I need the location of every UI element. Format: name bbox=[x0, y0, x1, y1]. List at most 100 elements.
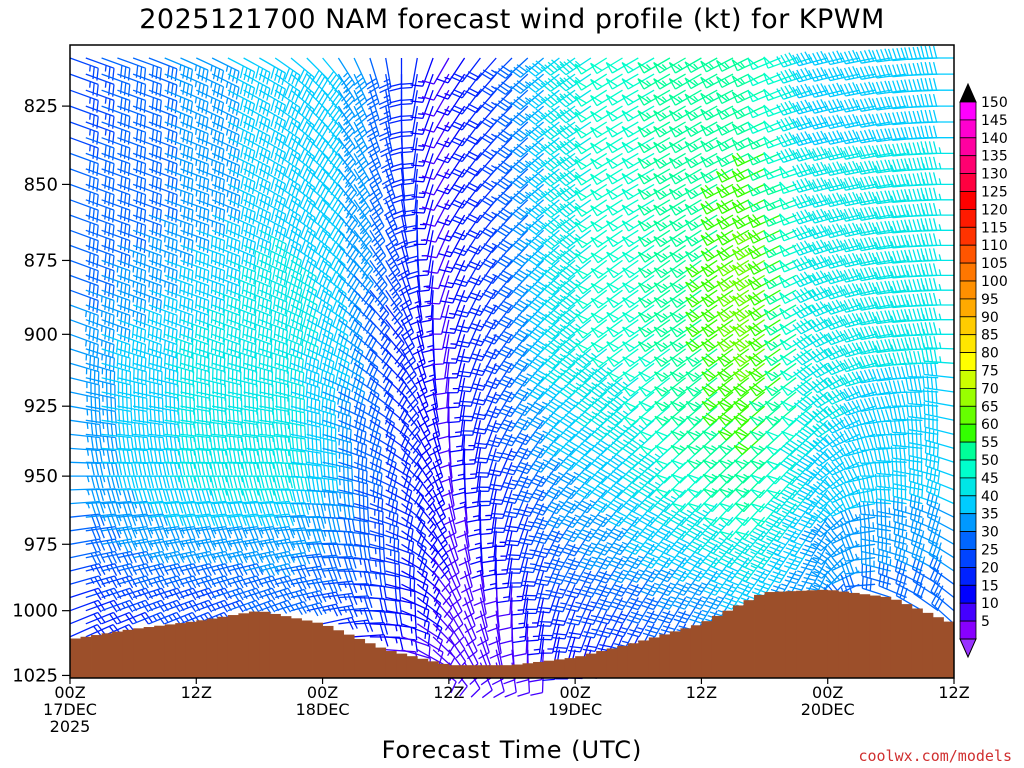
wind-barb bbox=[385, 348, 407, 382]
wind-barb bbox=[275, 405, 306, 426]
colorbar-label: 100 bbox=[981, 274, 1008, 290]
ground-bar bbox=[533, 661, 544, 678]
wind-barb bbox=[778, 259, 813, 273]
y-tick-label: 950 bbox=[24, 466, 58, 487]
colorbar-swatch bbox=[959, 226, 977, 246]
wind-barb bbox=[164, 525, 200, 540]
wind-barb bbox=[322, 616, 358, 630]
wind-barb bbox=[557, 304, 592, 325]
ground-bar bbox=[596, 651, 608, 678]
wind-barb bbox=[353, 259, 374, 294]
wind-barb bbox=[562, 530, 592, 557]
wind-barb bbox=[888, 338, 923, 352]
wind-barb bbox=[887, 250, 923, 264]
wind-barb bbox=[322, 244, 346, 277]
ground-bar bbox=[70, 638, 81, 678]
wind-barb bbox=[529, 448, 560, 473]
wind-barb bbox=[353, 319, 377, 352]
wind-barb bbox=[450, 89, 481, 115]
wind-barb bbox=[212, 475, 246, 489]
wind-barb bbox=[784, 557, 813, 585]
wind-barb bbox=[720, 583, 750, 610]
wind-barb bbox=[653, 362, 686, 382]
wind-barb bbox=[527, 348, 560, 371]
wind-barb bbox=[466, 229, 497, 255]
wind-barb bbox=[227, 475, 262, 489]
wind-barb bbox=[904, 234, 939, 248]
wind-barb bbox=[401, 447, 423, 481]
ground-bar bbox=[438, 663, 450, 678]
wind-barb bbox=[573, 405, 608, 428]
wind-barb bbox=[338, 543, 371, 560]
colorbar-swatch bbox=[959, 495, 977, 515]
wind-barb bbox=[500, 434, 529, 461]
wind-barb bbox=[427, 391, 440, 428]
wind-barb bbox=[700, 199, 734, 215]
wind-barb bbox=[552, 610, 576, 640]
wind-barb bbox=[164, 461, 198, 476]
wind-barb bbox=[164, 488, 199, 502]
wind-barb bbox=[856, 450, 891, 464]
wind-barb bbox=[510, 229, 545, 252]
wind-barb bbox=[211, 274, 241, 299]
wind-barb bbox=[579, 557, 608, 585]
wind-barb bbox=[778, 213, 813, 226]
wind-barb bbox=[180, 377, 211, 398]
wind-barb bbox=[353, 289, 376, 323]
wind-barb bbox=[69, 319, 99, 343]
wind-barb bbox=[498, 362, 529, 388]
wind-barb bbox=[779, 274, 813, 289]
wind-barb bbox=[855, 411, 891, 426]
wind-barb bbox=[497, 584, 513, 618]
wind-barb bbox=[69, 488, 105, 502]
wind-barb bbox=[926, 504, 955, 532]
wind-barb bbox=[290, 447, 323, 466]
wind-barb bbox=[243, 348, 273, 371]
wind-barb bbox=[426, 260, 450, 290]
wind-barb bbox=[685, 377, 718, 397]
wind-barb bbox=[809, 489, 844, 510]
ground-bar bbox=[459, 665, 471, 678]
wind-barb bbox=[148, 419, 181, 437]
wind-barb bbox=[132, 563, 169, 578]
wind-barb bbox=[684, 89, 718, 106]
wind-barb bbox=[290, 590, 327, 604]
wind-barb bbox=[117, 152, 147, 176]
wind-barb bbox=[227, 152, 256, 179]
wind-barb bbox=[621, 475, 655, 498]
ground-bar bbox=[564, 658, 576, 678]
wind-barb bbox=[369, 405, 396, 436]
wind-barb bbox=[517, 489, 545, 518]
wind-barb bbox=[369, 516, 399, 540]
wind-barb bbox=[621, 73, 655, 90]
wind-barb bbox=[117, 333, 147, 357]
wind-barb bbox=[840, 548, 876, 562]
wind-barb bbox=[306, 433, 337, 454]
wind-barb bbox=[904, 308, 939, 322]
wind-barb bbox=[101, 259, 131, 284]
wind-barb bbox=[702, 543, 734, 568]
wind-barb bbox=[501, 448, 529, 476]
wind-barb bbox=[211, 304, 241, 328]
wind-barb bbox=[306, 419, 337, 441]
wind-barb bbox=[322, 433, 353, 456]
colorbar-label: 35 bbox=[981, 507, 999, 523]
colorbar-swatch bbox=[959, 441, 977, 461]
wind-barb bbox=[793, 377, 829, 396]
wind-barb bbox=[559, 447, 592, 471]
wind-barb bbox=[211, 244, 241, 269]
wind-barb bbox=[840, 561, 876, 575]
wind-barb bbox=[133, 525, 169, 540]
wind-barb bbox=[432, 597, 454, 631]
wind-barb bbox=[274, 168, 301, 198]
wind-barb bbox=[887, 219, 923, 234]
wind-barb bbox=[227, 587, 264, 602]
wind-barb bbox=[211, 377, 242, 398]
wind-barb bbox=[227, 214, 256, 240]
wind-barb bbox=[85, 259, 115, 284]
wind-barb bbox=[605, 461, 639, 484]
wind-barb bbox=[101, 244, 131, 269]
wind-barb bbox=[637, 121, 671, 138]
credit-text[interactable]: coolwx.com/models bbox=[858, 747, 1012, 765]
wind-barb bbox=[920, 278, 954, 291]
